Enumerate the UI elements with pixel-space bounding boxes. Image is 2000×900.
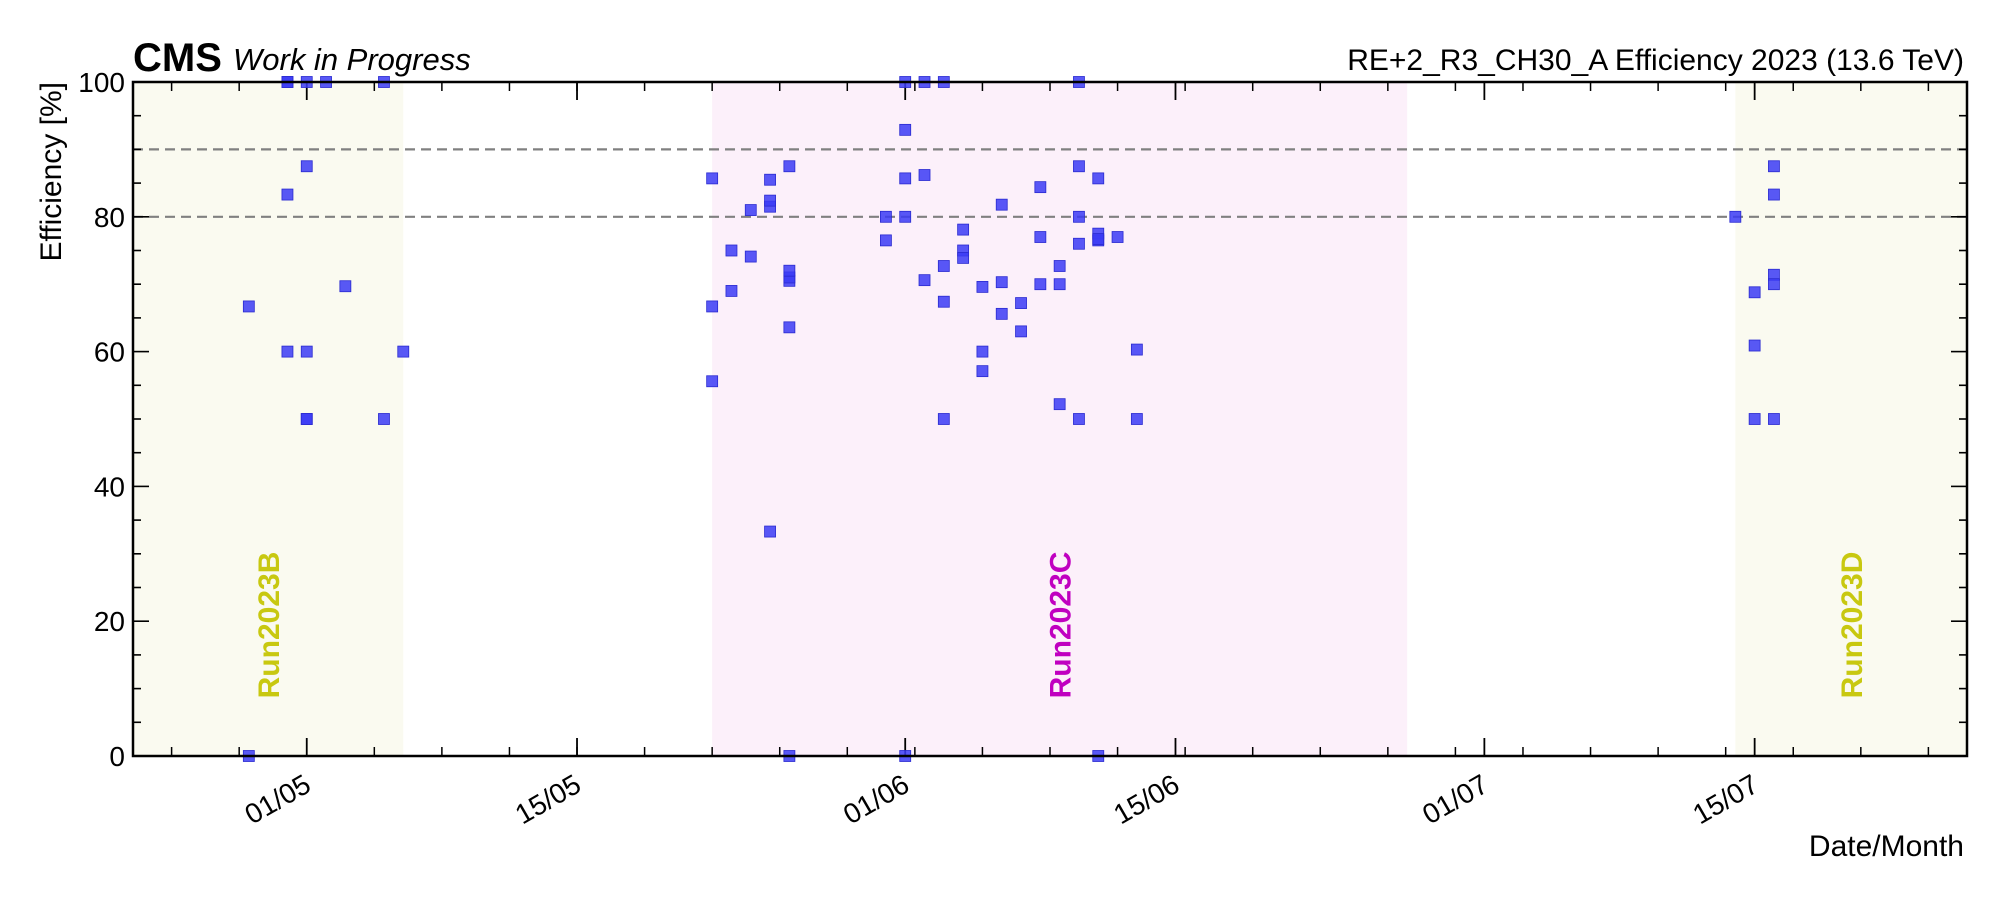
data-point bbox=[937, 260, 950, 272]
data-point bbox=[1768, 188, 1780, 201]
data-point bbox=[706, 375, 719, 388]
data-point bbox=[1130, 413, 1143, 425]
data-point bbox=[1768, 278, 1780, 291]
data-point bbox=[1073, 160, 1085, 173]
data-point bbox=[1034, 231, 1047, 243]
data-point bbox=[1073, 237, 1085, 250]
data-point bbox=[300, 345, 313, 358]
data-point bbox=[764, 173, 776, 186]
y-tick-label: 40 bbox=[94, 471, 125, 502]
data-point bbox=[242, 300, 255, 313]
data-point bbox=[378, 413, 390, 425]
data-point bbox=[976, 345, 989, 358]
data-point bbox=[899, 172, 912, 185]
chart-title: RE+2_R3_CH30_A Efficiency 2023 (13.6 TeV… bbox=[1347, 44, 1964, 77]
data-point bbox=[957, 252, 970, 264]
data-point bbox=[1034, 181, 1047, 194]
data-point bbox=[995, 307, 1008, 320]
x-tick-label: 15/07 bbox=[1687, 768, 1763, 830]
x-tick-label: 15/06 bbox=[1108, 768, 1184, 830]
y-tick-label: 100 bbox=[78, 67, 125, 98]
run-band-0 bbox=[133, 82, 404, 756]
data-point bbox=[783, 160, 796, 173]
x-tick-label: 01/07 bbox=[1417, 768, 1493, 830]
data-point bbox=[1748, 339, 1761, 352]
data-point bbox=[397, 345, 410, 358]
cms-label: CMS bbox=[133, 36, 222, 80]
data-point bbox=[918, 169, 931, 181]
data-point bbox=[339, 280, 352, 293]
data-point bbox=[937, 413, 950, 425]
data-point bbox=[899, 123, 912, 136]
data-point bbox=[744, 250, 757, 263]
data-point bbox=[880, 234, 892, 247]
y-axis-label: Efficiency [%] bbox=[35, 82, 68, 262]
y-tick-label: 0 bbox=[109, 741, 125, 772]
data-point bbox=[1130, 343, 1143, 356]
data-point bbox=[1768, 413, 1780, 425]
y-tick-label: 60 bbox=[94, 337, 125, 368]
data-point bbox=[918, 274, 931, 287]
run-bands bbox=[133, 82, 1967, 756]
reference-lines bbox=[133, 148, 1967, 218]
data-point bbox=[880, 210, 892, 223]
data-point bbox=[899, 210, 912, 223]
data-point bbox=[1073, 210, 1085, 223]
run-label-0: Run2023B bbox=[253, 552, 286, 699]
data-point bbox=[725, 244, 738, 257]
data-point bbox=[1748, 413, 1761, 425]
data-point bbox=[300, 160, 313, 173]
data-point bbox=[937, 295, 950, 308]
data-point bbox=[706, 172, 719, 185]
run-label-1: Run2023C bbox=[1045, 552, 1078, 699]
run-band-1 bbox=[712, 82, 1408, 756]
data-point bbox=[1053, 278, 1066, 291]
data-point bbox=[706, 300, 719, 313]
data-point bbox=[1053, 260, 1066, 272]
data-point bbox=[957, 223, 970, 236]
data-point bbox=[976, 365, 989, 378]
plot-frame bbox=[131, 80, 1969, 758]
data-point bbox=[995, 276, 1008, 289]
y-tick-label: 80 bbox=[94, 202, 125, 233]
data-point bbox=[1073, 413, 1085, 425]
data-point bbox=[995, 198, 1008, 211]
data-point bbox=[1015, 325, 1027, 338]
run-labels: Run2023B Run2023C Run2023D bbox=[253, 552, 1869, 699]
data-point bbox=[764, 194, 776, 207]
y-tick-label: 20 bbox=[94, 606, 125, 637]
data-point bbox=[764, 525, 776, 538]
data-point bbox=[1092, 233, 1105, 245]
data-point bbox=[1015, 297, 1027, 309]
x-tick-label: 01/06 bbox=[838, 768, 914, 830]
run-label-2: Run2023D bbox=[1836, 552, 1869, 699]
data-point bbox=[725, 285, 738, 297]
data-point bbox=[281, 345, 294, 358]
data-point bbox=[783, 264, 796, 277]
data-point bbox=[1053, 398, 1066, 411]
data-point bbox=[281, 188, 294, 201]
status-label: Work in Progress bbox=[233, 42, 471, 77]
data-point bbox=[300, 413, 313, 425]
data-point bbox=[1034, 278, 1047, 291]
x-axis-label: Date/Month bbox=[1809, 830, 1964, 863]
data-point bbox=[976, 280, 989, 293]
x-tick-label: 15/05 bbox=[510, 768, 586, 830]
data-point bbox=[1092, 172, 1105, 185]
data-point bbox=[1768, 160, 1780, 173]
x-tick-label: 01/05 bbox=[240, 768, 316, 830]
data-point bbox=[1729, 210, 1742, 223]
data-point bbox=[1111, 231, 1124, 243]
data-point bbox=[783, 321, 796, 334]
data-point bbox=[744, 204, 757, 216]
data-point bbox=[1748, 286, 1761, 299]
